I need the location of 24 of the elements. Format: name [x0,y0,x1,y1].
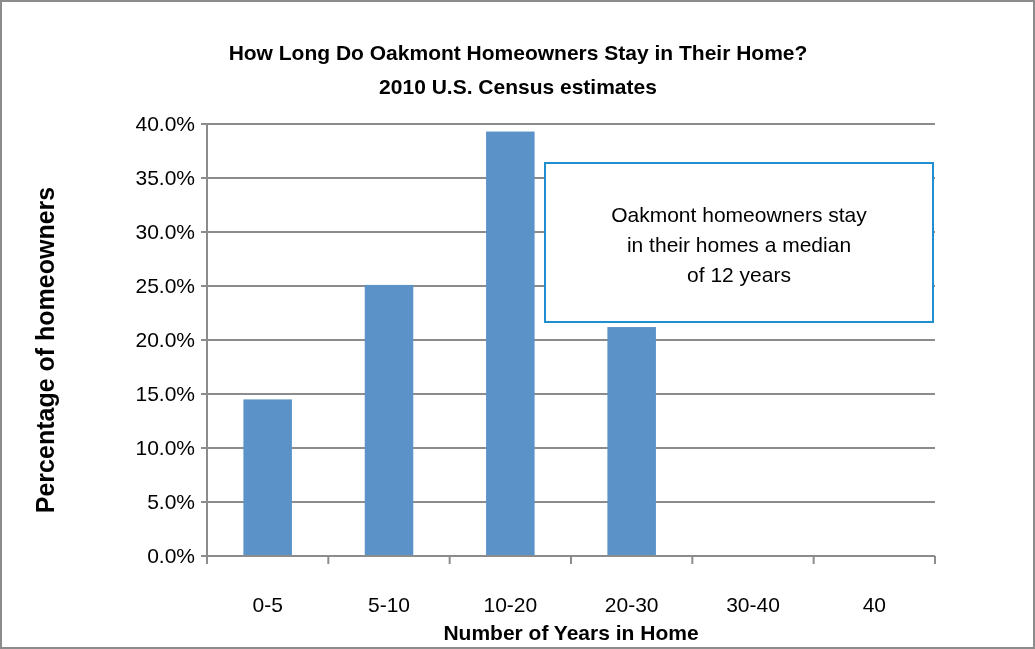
x-axis-title: Number of Years in Home [443,621,699,644]
x-tick-label: 0-5 [252,593,283,616]
y-tick-label: 25.0% [135,274,195,298]
y-tick-label: 35.0% [135,166,195,190]
bar [486,131,535,556]
y-tick-label: 5.0% [147,490,195,514]
x-tick-label: 20-30 [604,593,659,616]
x-tick-label: 30-40 [726,593,780,616]
y-tick-label: 0.0% [147,544,195,568]
chart-title: How Long Do Oakmont Homeowners Stay in Their Home? [228,41,808,64]
x-tick-label: 5-10 [367,593,411,616]
annotation: Oakmont homeowners stay in their homes a median of 12 years [611,203,868,286]
y-tick-label: 20.0% [135,328,195,352]
y-axis-title: Percentage of homeowners [31,186,59,514]
y-tick-label: 15.0% [135,382,195,406]
y-tick-label: 10.0% [135,436,195,460]
y-tick-label: 30.0% [135,220,195,244]
x-tick-label: 40 [862,593,887,616]
y-tick-label: 40.0% [135,112,195,136]
x-tick-label: 10-20 [483,593,538,616]
chart-subtitle: 2010 U.S. Census estimates [379,75,657,98]
bar [607,327,656,556]
bar [364,284,414,556]
bar [243,399,292,556]
